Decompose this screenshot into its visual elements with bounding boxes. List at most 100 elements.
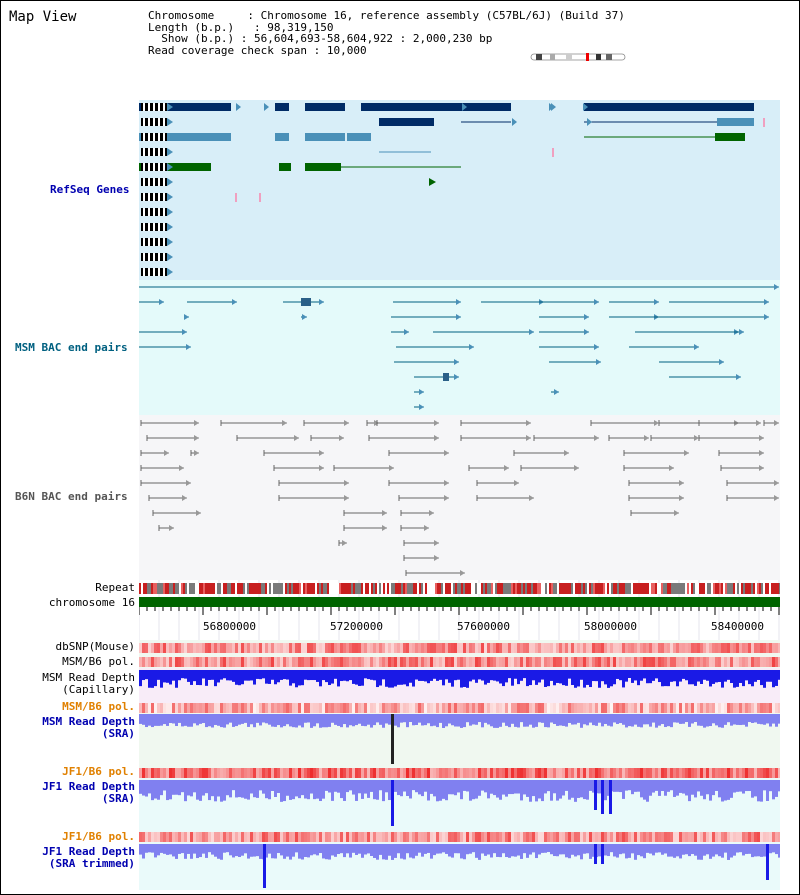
depth-bar [238,670,241,686]
heatmap-cell [460,832,463,842]
depth-bar [475,844,478,858]
heatmap-cell [493,768,496,778]
jf1-pol-2-heatmap[interactable] [139,832,780,842]
repeat-segment [643,583,645,594]
depth-bar [304,714,307,723]
heatmap-cell [325,768,328,778]
heatmap-cell [376,832,379,842]
depth-bar [496,780,499,798]
msm-bac-track[interactable] [139,280,780,415]
depth-bar [313,780,316,800]
depth-bar [559,780,562,799]
repeat-segment [429,583,431,594]
depth-bar [586,670,589,685]
heatmap-cell [430,657,433,667]
heatmap-cell [616,703,619,713]
heatmap-cell [748,768,751,778]
repeat-segment [227,583,229,594]
depth-bar [154,844,157,858]
depth-bar [709,714,712,727]
gene-exon-gap [163,133,165,141]
depth-bar [145,714,148,728]
gene-exon-gap [153,118,155,126]
chromosome-label: Chromosome [148,9,215,22]
depth-bar [295,844,298,853]
b6n-bac-features[interactable] [139,415,780,580]
depth-bar [343,780,346,801]
gene-strand-arrow [167,208,173,216]
depth-bar [160,714,163,726]
heatmap-cell [340,643,343,653]
jf1-depth-trimmed-plot[interactable] [139,844,780,890]
heatmap-cell [745,643,748,653]
heatmap-cell [379,643,382,653]
depth-bar [298,714,301,726]
heatmap-cell [298,703,301,713]
depth-bar [196,780,199,800]
heatmap-cell [400,832,403,842]
heatmap-cell [775,643,778,653]
refseq-track[interactable] [139,100,780,280]
msm-depth-capillary-plot[interactable] [139,670,780,702]
jf1-depth-sra-plot[interactable] [139,780,780,828]
heatmap-cell [322,657,325,667]
depth-bar [406,780,409,796]
depth-bar [559,670,562,684]
msm-pol-2-heatmap[interactable] [139,703,780,713]
repeat-track[interactable] [139,583,780,594]
depth-bar [358,670,361,686]
depth-bar [469,670,472,682]
heatmap-cell [397,832,400,842]
depth-bar [688,714,691,727]
gene-strand-arrow [167,133,173,141]
msm-bac-features[interactable] [139,280,780,415]
heatmap-cell [418,643,421,653]
heatmap-cell [448,643,451,653]
heatmap-cell [226,643,229,653]
b6n-bac-track[interactable] [139,415,780,580]
heatmap-cell [160,703,163,713]
dbsnp-heatmap[interactable] [139,643,780,653]
heatmap-cell [244,832,247,842]
depth-bar [475,780,478,799]
depth-bar [691,844,694,855]
repeat-segment [565,583,567,594]
heatmap-cell [205,657,208,667]
heatmap-cell [175,657,178,667]
heatmap-cell [373,657,376,667]
depth-bar [451,844,454,858]
depth-bar [358,844,361,854]
heatmap-cell [322,768,325,778]
heatmap-cell [481,657,484,667]
gene-exon-gap [158,253,160,261]
gene-strand-arrow [167,193,173,201]
heatmap-cell [511,657,514,667]
jf1-pol-heatmap[interactable] [139,768,780,778]
heatmap-cell [151,657,154,667]
heatmap-cell [271,832,274,842]
depth-bar [235,714,238,727]
repeat-segment [617,583,619,594]
depth-bar [412,780,415,791]
depth-bar [619,714,622,724]
depth-bar [139,780,142,794]
gene-exon-gap [143,223,145,231]
depth-bar [292,844,295,857]
heatmap-cell [604,643,607,653]
heatmap-cell [346,643,349,653]
heatmap-cell [340,703,343,713]
depth-bar [298,780,301,799]
repeat-segment [193,583,195,594]
marker [552,148,554,157]
repeat-segment [427,583,429,594]
repeat-segment [723,583,725,594]
chromosome-ideogram[interactable] [530,52,626,62]
heatmap-cell [502,832,505,842]
depth-bar [286,780,289,796]
msm-pol-heatmap[interactable] [139,657,780,667]
depth-bar [700,844,703,860]
refseq-gene-models[interactable] [139,100,780,280]
msm-depth-sra-plot[interactable] [139,714,780,766]
chromosome-bar[interactable] [139,597,780,607]
heatmap-cell [523,657,526,667]
